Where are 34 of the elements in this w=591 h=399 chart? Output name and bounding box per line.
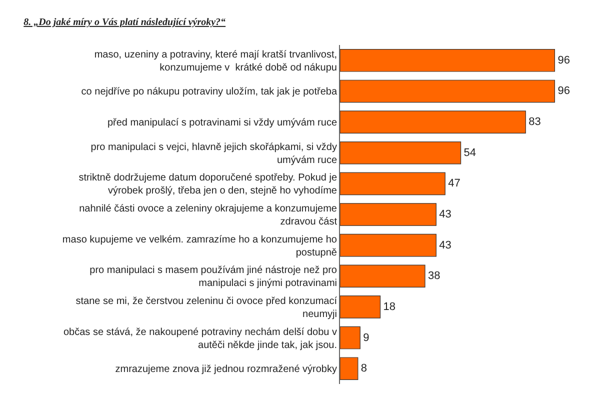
bar (340, 49, 555, 72)
y-tick-label: nahnilé části ovoce a zeleniny okrajujeme a konzumujeme zdravou část (79, 204, 338, 228)
data-label: 96 (558, 85, 570, 98)
y-tick-label: maso kupujeme ve velkém. zamrazíme ho a konzumujeme ho postupně (62, 234, 338, 258)
data-label: 38 (428, 270, 440, 282)
y-tick-label: před manipulací s potravinami si vždy umývám ruce (107, 118, 338, 129)
y-tick-label: striktně dodržujeme datum doporučené spotřeby. Pokud je výrobek prošlý, třeba jen o den, stejně ho vyhodíme (78, 172, 338, 197)
data-label: 96 (558, 54, 570, 66)
bar (340, 80, 555, 103)
bar (340, 326, 360, 350)
y-tick-label: maso, uzeniny a potraviny, které mají kratší trvanlivost, konzumujeme v krátké době od nákupu (94, 49, 337, 74)
y-tick-label: pro manipulaci s vejci, hlavně jejich skořápkami, si vždy umývám ruce (90, 142, 338, 166)
text: 8. „Do jaké míry o Vás platí následující výroky?“ (24, 16, 226, 28)
bar (340, 264, 426, 288)
data-label: 9 (363, 332, 370, 344)
bar (340, 141, 462, 164)
data-label: 43 (439, 239, 452, 252)
bar (340, 172, 446, 196)
y-tick-label: pro manipulaci s masem používám jiné nástroje než pro manipulaci s jinými potravinami (90, 265, 338, 290)
bar (340, 234, 436, 257)
bar (340, 357, 358, 380)
y-tick-label: zmrazujeme znova již jednou rozmražené výrobky (115, 364, 337, 376)
y-tick-label: co nejdříve po nákupu potraviny uložím, tak jak je potřeba (81, 86, 338, 98)
y-tick-label: stane se mi, že čerstvou zeleninu či ovoce před konzumací neumyji (76, 296, 338, 320)
data-label: 54 (464, 146, 476, 159)
data-label: 18 (383, 300, 396, 313)
y-tick-label: občas se stává, že nakoupené potraviny nechám delší dobu v autěči někde jinde tak, jak jsou. (63, 326, 337, 351)
data-label: 8 (360, 362, 368, 375)
data-label: 47 (448, 178, 460, 190)
bar (340, 296, 381, 318)
bar (340, 203, 436, 226)
data-label: 83 (528, 116, 541, 128)
bar (340, 110, 526, 134)
data-label: 43 (439, 208, 452, 220)
